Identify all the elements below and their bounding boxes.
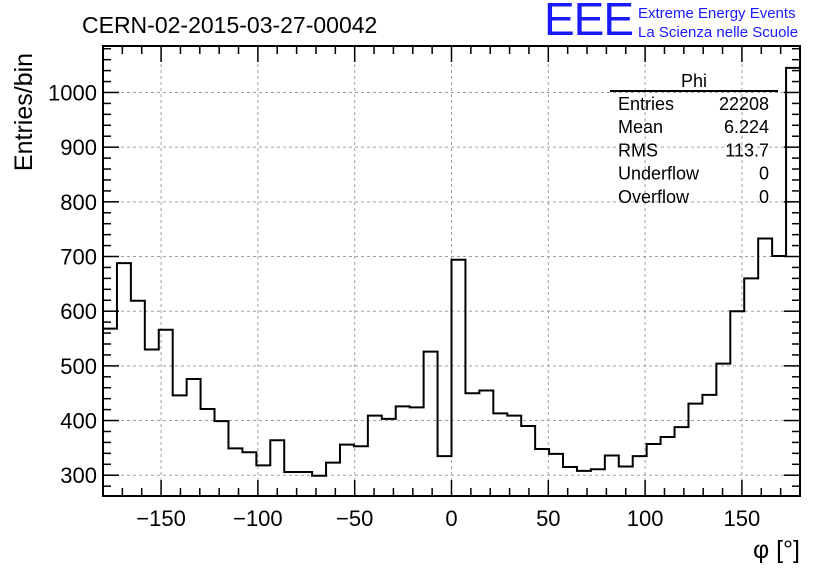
y-tick-label: 400 xyxy=(60,409,97,434)
x-tick-label: 150 xyxy=(724,506,761,531)
stats-value: 113.7 xyxy=(725,140,769,160)
y-axis: 300 400 500 600 700 800 900 1000 xyxy=(48,47,800,488)
x-tick-label: 100 xyxy=(627,506,664,531)
stats-value: 0 xyxy=(759,164,769,184)
x-axis: −150 −100 −50 0 50 100 150 xyxy=(102,46,801,531)
y-tick-label: 800 xyxy=(60,190,97,215)
stats-label: Entries xyxy=(618,94,674,114)
stats-value: 6.224 xyxy=(724,117,769,137)
stats-title: Phi xyxy=(681,71,707,91)
x-tick-label: −100 xyxy=(233,506,283,531)
y-tick-label: 1000 xyxy=(48,80,97,105)
y-tick-label: 300 xyxy=(60,463,97,488)
chart-title: CERN-02-2015-03-27-00042 xyxy=(82,12,378,38)
y-axis-label: Entries/bin xyxy=(10,53,38,171)
y-tick-label: 500 xyxy=(60,354,97,379)
plot-frame xyxy=(102,45,801,497)
stats-label: Overflow xyxy=(618,187,690,207)
stats-value: 22208 xyxy=(719,94,769,114)
stats-label: Underflow xyxy=(618,164,700,184)
logo-line-2: La Scienza nelle Scuole xyxy=(638,24,799,41)
logo-mark: EEE xyxy=(544,0,634,45)
stats-value: 0 xyxy=(759,187,769,207)
x-tick-label: 0 xyxy=(445,506,457,531)
y-tick-label: 600 xyxy=(60,299,97,324)
stats-rows: Entries 22208 Mean 6.224 RMS 113.7 Underflow 0 O… xyxy=(618,94,769,207)
x-tick-label: 50 xyxy=(536,506,560,531)
y-tick-label: 900 xyxy=(60,135,97,160)
x-tick-label: −50 xyxy=(336,506,373,531)
x-axis-label: φ [°] xyxy=(753,536,800,564)
stats-label: Mean xyxy=(618,117,663,137)
x-tick-label: −150 xyxy=(136,506,186,531)
y-tick-label: 700 xyxy=(60,245,97,270)
stats-box: Phi Entries 22208 Mean 6.224 RMS 113.7 Underfl… xyxy=(610,71,778,207)
logo-line-1: Extreme Energy Events xyxy=(638,5,796,22)
histogram-line xyxy=(102,66,801,496)
stats-label: RMS xyxy=(618,140,658,160)
eee-logo: EEE Extreme Energy Events La Scienza nel… xyxy=(544,0,834,45)
